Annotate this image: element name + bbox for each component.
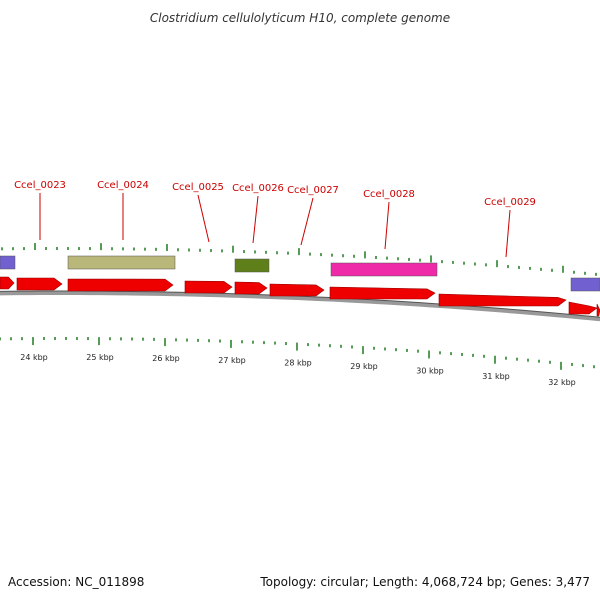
gene-leader-line [197, 194, 210, 243]
cds-arrow [568, 301, 598, 315]
gene-labels: Ccel_0023 Ccel_0024 Ccel_0025 Ccel_0026 Ccel… [14, 180, 536, 258]
gene-leader-line [300, 197, 314, 246]
feature-track [0, 255, 600, 292]
cds-arrow [269, 283, 325, 297]
feature-bar-blue [570, 277, 600, 292]
scale-ticks [0, 337, 595, 370]
scale-label: 25 kbp [86, 353, 114, 362]
gene-label: Ccel_0023 [14, 180, 66, 191]
cds-arrow [234, 281, 268, 295]
feature-bar-khaki [67, 255, 176, 270]
cds-arrow [596, 303, 600, 317]
cds-arrow [0, 276, 15, 290]
cds-arrow [438, 293, 567, 307]
feature-bar-magenta [330, 262, 438, 277]
upper-tick-row [1, 243, 597, 276]
cds-arrow [67, 278, 174, 292]
gene-label: Ccel_0026 [232, 183, 284, 194]
gene-label: Ccel_0029 [484, 197, 536, 208]
gene-label: Ccel_0027 [287, 185, 339, 196]
feature-bar-blue [0, 255, 16, 270]
gene-label: Ccel_0025 [172, 182, 224, 193]
backbone-line [0, 290, 600, 322]
cds-arrow [16, 277, 63, 291]
gene-leader-line [505, 209, 511, 258]
feature-bar-olive [234, 258, 270, 273]
scale-label: 31 kbp [482, 372, 510, 381]
scale-labels: 24 kbp 25 kbp 26 kbp 27 kbp 28 kbp 29 kbp 30 k… [20, 353, 576, 387]
gene-leader-line [252, 195, 259, 244]
scale-label: 27 kbp [218, 356, 246, 365]
scale-label: 29 kbp [350, 362, 378, 371]
gene-label: Ccel_0028 [363, 189, 415, 200]
cds-track [0, 276, 600, 317]
cds-arrow [329, 286, 436, 300]
scale-label: 32 kbp [548, 378, 576, 387]
gene-leader-line [384, 201, 390, 250]
scale-label: 26 kbp [152, 354, 180, 363]
scale-label: 24 kbp [20, 353, 48, 362]
cds-arrow [184, 280, 233, 294]
gene-label: Ccel_0024 [97, 180, 149, 191]
scale-label: 28 kbp [284, 359, 312, 368]
scale-label: 30 kbp [416, 367, 444, 376]
genome-summary: Topology: circular; Length: 4,068,724 bp… [259, 575, 590, 589]
accession-text: Accession: NC_011898 [8, 575, 144, 589]
genome-title: Clostridium cellulolyticum H10, complete… [150, 11, 450, 25]
